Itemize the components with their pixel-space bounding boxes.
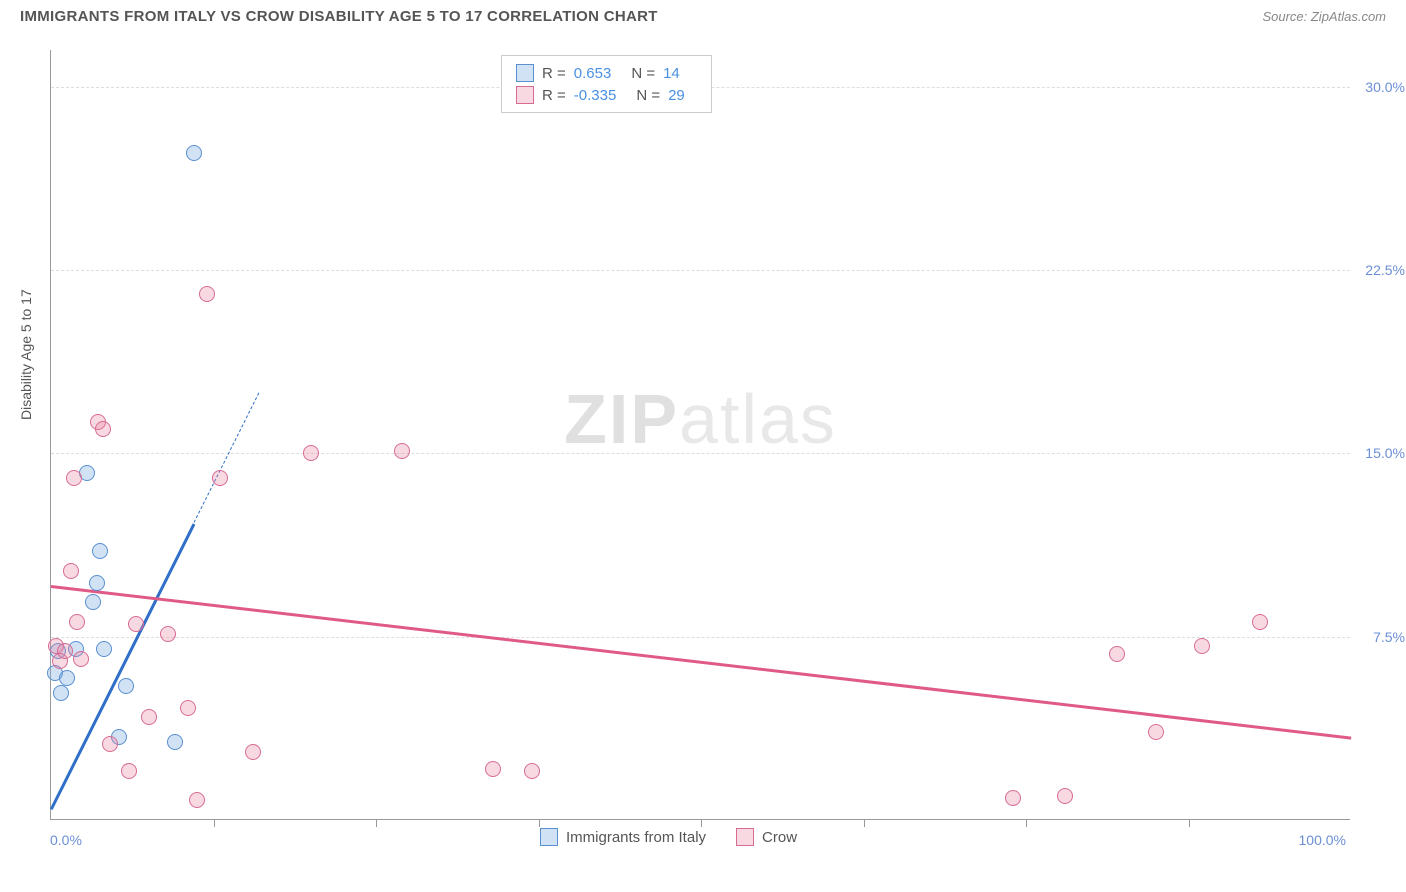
r-label: R = (542, 87, 566, 104)
scatter-point (57, 643, 73, 659)
scatter-point (394, 443, 410, 459)
scatter-point (89, 575, 105, 591)
series-legend-label: Crow (762, 829, 797, 846)
x-tick (1026, 819, 1027, 827)
n-label: N = (636, 87, 660, 104)
scatter-point (121, 763, 137, 779)
scatter-point (128, 616, 144, 632)
x-tick (1189, 819, 1190, 827)
scatter-point (180, 700, 196, 716)
legend-swatch (736, 828, 754, 846)
legend-swatch (516, 86, 534, 104)
trend-line-extrapolated (194, 392, 260, 522)
scatter-point (245, 744, 261, 760)
scatter-point (141, 709, 157, 725)
scatter-point (96, 641, 112, 657)
series-legend: Immigrants from Italy Crow (540, 828, 797, 846)
scatter-point (1005, 790, 1021, 806)
scatter-point (95, 421, 111, 437)
scatter-point (1194, 638, 1210, 654)
y-tick-label: 30.0% (1365, 79, 1405, 95)
scatter-plot-area: ZIPatlas R = 0.653 N = 14 R = -0.335 N = 29… (50, 50, 1350, 820)
watermark: ZIPatlas (564, 379, 837, 459)
gridline-h (51, 637, 1350, 638)
r-value: 0.653 (574, 65, 612, 82)
n-label: N = (631, 65, 655, 82)
scatter-point (167, 734, 183, 750)
scatter-point (1252, 614, 1268, 630)
scatter-point (212, 470, 228, 486)
series-legend-item: Crow (736, 828, 797, 846)
x-tick (539, 819, 540, 827)
scatter-point (189, 792, 205, 808)
scatter-point (59, 670, 75, 686)
scatter-point (199, 286, 215, 302)
x-axis-min-label: 0.0% (50, 832, 82, 848)
r-label: R = (542, 65, 566, 82)
r-value: -0.335 (574, 87, 617, 104)
stats-legend-row: R = -0.335 N = 29 (516, 84, 697, 106)
scatter-point (1057, 788, 1073, 804)
scatter-point (160, 626, 176, 642)
scatter-point (524, 763, 540, 779)
trend-line (51, 585, 1351, 739)
source-attribution: Source: ZipAtlas.com (1262, 9, 1386, 24)
legend-swatch (516, 64, 534, 82)
y-tick-label: 7.5% (1373, 629, 1405, 645)
chart-title: IMMIGRANTS FROM ITALY VS CROW DISABILITY… (20, 8, 658, 25)
scatter-point (118, 678, 134, 694)
x-axis-max-label: 100.0% (1299, 832, 1346, 848)
y-tick-label: 15.0% (1365, 445, 1405, 461)
stats-legend-row: R = 0.653 N = 14 (516, 62, 697, 84)
scatter-point (92, 543, 108, 559)
series-legend-item: Immigrants from Italy (540, 828, 706, 846)
y-axis-label: Disability Age 5 to 17 (18, 289, 34, 420)
scatter-point (69, 614, 85, 630)
scatter-point (303, 445, 319, 461)
gridline-h (51, 453, 1350, 454)
x-tick (376, 819, 377, 827)
x-tick (864, 819, 865, 827)
scatter-point (63, 563, 79, 579)
y-tick-label: 22.5% (1365, 262, 1405, 278)
x-tick (214, 819, 215, 827)
x-tick (701, 819, 702, 827)
stats-legend: R = 0.653 N = 14 R = -0.335 N = 29 (501, 55, 712, 113)
scatter-point (73, 651, 89, 667)
gridline-h (51, 270, 1350, 271)
n-value: 29 (668, 87, 685, 104)
scatter-point (1148, 724, 1164, 740)
n-value: 14 (663, 65, 680, 82)
scatter-point (186, 145, 202, 161)
series-legend-label: Immigrants from Italy (566, 829, 706, 846)
scatter-point (102, 736, 118, 752)
scatter-point (485, 761, 501, 777)
scatter-point (66, 470, 82, 486)
scatter-point (53, 685, 69, 701)
scatter-point (1109, 646, 1125, 662)
legend-swatch (540, 828, 558, 846)
scatter-point (85, 594, 101, 610)
